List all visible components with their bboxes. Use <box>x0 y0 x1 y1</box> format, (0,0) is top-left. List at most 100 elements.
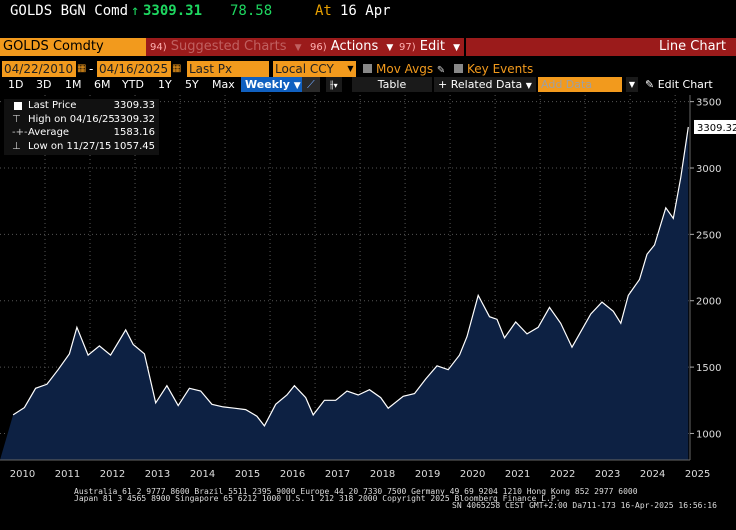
pencil-icon[interactable]: ✎ <box>436 65 446 76</box>
high-marker-icon: ⊤ <box>12 113 21 125</box>
suggested-charts-label: Suggested Charts <box>170 39 287 54</box>
quote-date: 16 Apr <box>340 3 391 19</box>
chevron-down-icon[interactable]: ▼ <box>345 61 356 77</box>
quote-bar: GOLDS BGN Comd ↑ 3309.31 78.58 At 16 Apr <box>0 0 736 22</box>
start-date-field[interactable]: 04/22/2010 <box>2 61 76 77</box>
last-value-tag <box>694 119 736 134</box>
frequency-select[interactable]: Weekly ▼ <box>241 77 305 92</box>
field-select[interactable]: Last Px <box>187 61 269 77</box>
chevron-down-icon[interactable]: ▼ <box>626 77 638 92</box>
add-data-input[interactable]: Add Data <box>538 77 622 92</box>
legend-low-value: 1057.45 <box>113 140 155 152</box>
actions-menu[interactable]: 96) Actions ▼ <box>310 38 393 56</box>
edit-menu[interactable]: 97) Edit ▼ <box>399 38 460 56</box>
legend-average-label: Average <box>28 127 70 138</box>
low-marker-icon: ⊥ <box>12 140 21 152</box>
range-3d-button[interactable]: 3D <box>36 78 52 91</box>
table-button[interactable]: Table <box>352 77 432 92</box>
price-change: 78.58 <box>230 3 273 19</box>
legend-last-price-label: Last Price <box>28 100 77 111</box>
actions-label: Actions <box>330 39 379 54</box>
menu-bar: GOLDS Comdty 94) Suggested Charts ▼ 96) … <box>0 38 736 56</box>
caret-down-icon: ▼ <box>294 43 302 53</box>
legend-last-price-value: 3309.33 <box>113 100 155 111</box>
legend-last-price: Last Price 3309.33 <box>4 99 159 113</box>
suggested-charts-menu[interactable]: 94) Suggested Charts ▼ <box>150 38 302 56</box>
footer-line-2: Japan 81 3 4565 8900 Singapore 65 6212 1… <box>74 494 561 503</box>
series-area <box>0 127 689 460</box>
range-1m-button[interactable]: 1M <box>65 78 82 91</box>
caret-down-icon: ▼ <box>453 43 461 53</box>
x-tick-label: 2024 <box>640 469 665 480</box>
x-tick-label: 2014 <box>190 469 215 480</box>
key-events-label: Key Events <box>467 62 534 76</box>
series-swatch <box>14 102 22 110</box>
calendar-icon[interactable]: ▦ <box>77 63 87 74</box>
range-ytd-button[interactable]: YTD <box>122 78 144 91</box>
end-date-field[interactable]: 04/16/2025 <box>97 61 171 77</box>
parameter-bar: 04/22/2010 ▦ - 04/16/2025 ▦ Last Px Loca… <box>0 61 736 77</box>
x-tick-label: 2017 <box>325 469 350 480</box>
x-tick-label: 2013 <box>145 469 170 480</box>
y-tick-label: 2500 <box>696 230 721 241</box>
x-tick-label: 2010 <box>10 469 35 480</box>
related-data-button[interactable]: + Related Data ▼ <box>434 77 536 92</box>
range-6m-button[interactable]: 6M <box>94 78 111 91</box>
x-tick-label: 2021 <box>505 469 530 480</box>
range-max-button[interactable]: Max <box>212 78 235 91</box>
caret-down-icon: ▼ <box>386 43 394 53</box>
related-data-label: Related Data <box>450 78 523 91</box>
chart-type-label: Line Chart <box>659 39 726 54</box>
security-field[interactable]: GOLDS Comdty <box>0 38 146 56</box>
checkbox-icon <box>454 64 463 73</box>
range-bar: 1D 3D 1M 6M YTD 1Y 5Y Max Weekly ▼ ⟋ ⫲▾ … <box>0 77 736 92</box>
plus-icon: + <box>438 78 448 91</box>
y-tick-label: 1500 <box>696 363 721 374</box>
chart-canvas: 1000 1500 2000 2500 3000 3500 3309.32 2010 2011 2… <box>0 95 736 480</box>
footer-line-3: SN 4065258 CEST GMT+2:00 Da711-173 16-Ap… <box>452 501 717 510</box>
edit-chart-button[interactable]: ✎ Edit Chart <box>645 77 713 92</box>
x-tick-label: 2019 <box>415 469 440 480</box>
key-events-toggle[interactable]: Key Events <box>454 61 533 77</box>
footer-disclaimer: Australia 61 2 9777 8600 Brazil 5511 239… <box>0 488 736 530</box>
x-tick-label: 2012 <box>100 469 125 480</box>
x-tick-label: 2018 <box>370 469 395 480</box>
price-chart[interactable]: 1000 1500 2000 2500 3000 3500 3309.32 2010 2011 2… <box>0 95 736 490</box>
y-tick-label: 3500 <box>696 98 721 109</box>
x-tick-label: 2022 <box>550 469 575 480</box>
x-tick-label: 2023 <box>595 469 620 480</box>
edit-chart-label: Edit Chart <box>657 78 713 91</box>
caret-down-icon: ▼ <box>525 81 532 90</box>
date-separator: - <box>89 62 94 76</box>
mov-avgs-toggle[interactable]: Mov Avgs ✎ <box>363 61 445 77</box>
x-tick-label: 2020 <box>460 469 485 480</box>
pencil-icon: ✎ <box>645 78 655 91</box>
line-style-icon[interactable]: ⟋ <box>302 77 320 92</box>
average-marker-icon: -+- <box>12 127 28 138</box>
legend-low-label: Low on 11/27/15 <box>28 140 112 152</box>
range-5y-button[interactable]: 5Y <box>185 78 199 91</box>
frequency-label: Weekly <box>245 78 290 91</box>
y-tick-label: 1000 <box>696 429 721 440</box>
checkbox-icon <box>363 64 372 73</box>
footer-line-1: Australia 61 2 9777 8600 Brazil 5511 239… <box>74 487 638 496</box>
range-1d-button[interactable]: 1D <box>8 78 24 91</box>
edit-num: 97) <box>399 42 416 53</box>
up-arrow-icon: ↑ <box>131 3 140 19</box>
at-label: At <box>315 3 332 19</box>
ticker-label: GOLDS BGN Comd <box>10 3 129 19</box>
legend-high-label: High on 04/16/25 <box>28 113 115 125</box>
calendar-icon[interactable]: ▦ <box>172 63 182 74</box>
caret-down-icon: ▼ <box>293 81 301 91</box>
x-tick-label: 2025 <box>685 469 710 480</box>
y-tick-label: 3000 <box>696 164 721 175</box>
currency-select[interactable]: Local CCY <box>273 61 345 77</box>
chart-legend[interactable]: Last Price 3309.33 ⊤ High on 04/16/25 33… <box>4 99 159 155</box>
mov-avgs-label: Mov Avgs <box>376 62 434 76</box>
range-1y-button[interactable]: 1Y <box>158 78 172 91</box>
legend-high-value: 3309.32 <box>113 113 155 125</box>
series-line <box>12 126 689 428</box>
bar-style-icon[interactable]: ⫲▾ <box>326 77 342 92</box>
legend-high: ⊤ High on 04/16/25 3309.32 <box>4 113 159 127</box>
actions-num: 96) <box>310 42 327 53</box>
